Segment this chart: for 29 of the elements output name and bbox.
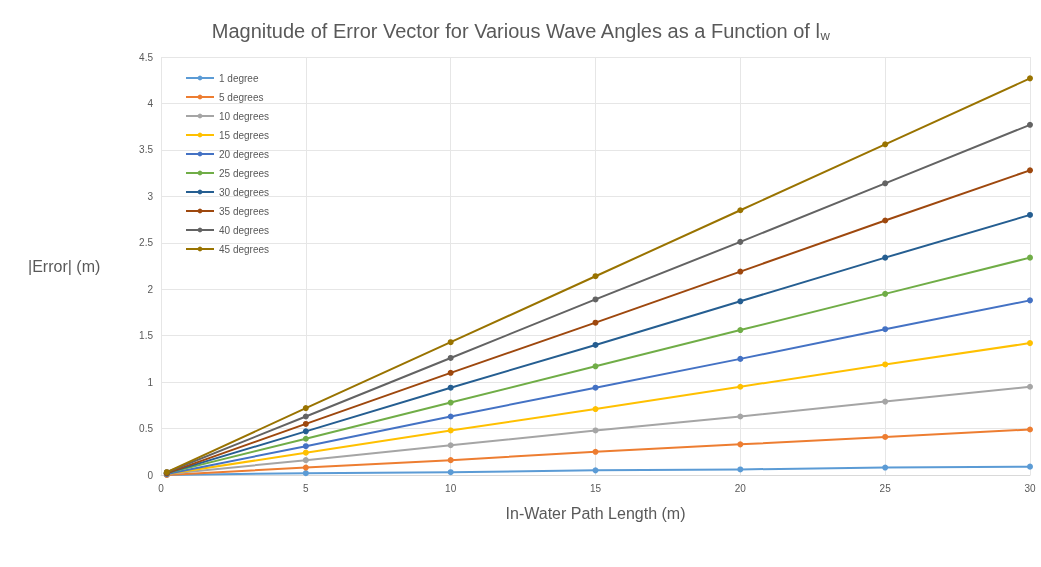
x-tick-label: 25 — [879, 482, 892, 494]
legend-label: 15 degrees — [219, 129, 270, 141]
y-axis-title: |Error| (m) — [28, 257, 101, 275]
y-tick-label: 1.5 — [139, 330, 154, 342]
y-tick-label: 0 — [147, 469, 154, 481]
y-tick-label: 2.5 — [139, 237, 154, 249]
x-tick-label: 15 — [589, 482, 602, 494]
x-tick-label: 30 — [1024, 482, 1036, 494]
legend-label: 45 degrees — [219, 243, 270, 255]
x-tick-label: 20 — [734, 482, 747, 494]
y-tick-label: 0.5 — [139, 423, 154, 435]
y-tick-label: 4 — [147, 97, 154, 109]
legend-label: 35 degrees — [219, 205, 270, 217]
y-tick-label: 3.5 — [139, 144, 154, 156]
legend-label: 30 degrees — [219, 186, 270, 198]
legend-label: 5 degrees — [219, 91, 264, 103]
x-axis-title: In-Water Path Length (m) — [505, 504, 686, 522]
x-tick-label: 5 — [303, 482, 310, 494]
legend-label: 1 degree — [219, 72, 259, 84]
y-tick-label: 1 — [147, 376, 154, 388]
y-tick-label: 4.5 — [139, 51, 154, 63]
y-tick-label: 3 — [147, 190, 154, 202]
legend-label: 20 degrees — [219, 148, 270, 160]
legend-label: 25 degrees — [219, 167, 270, 179]
legend-label: 10 degrees — [219, 110, 270, 122]
y-tick-label: 2 — [147, 283, 154, 295]
legend-label: 40 degrees — [219, 224, 270, 236]
x-tick-label: 0 — [158, 482, 165, 494]
x-tick-label: 10 — [445, 482, 457, 494]
